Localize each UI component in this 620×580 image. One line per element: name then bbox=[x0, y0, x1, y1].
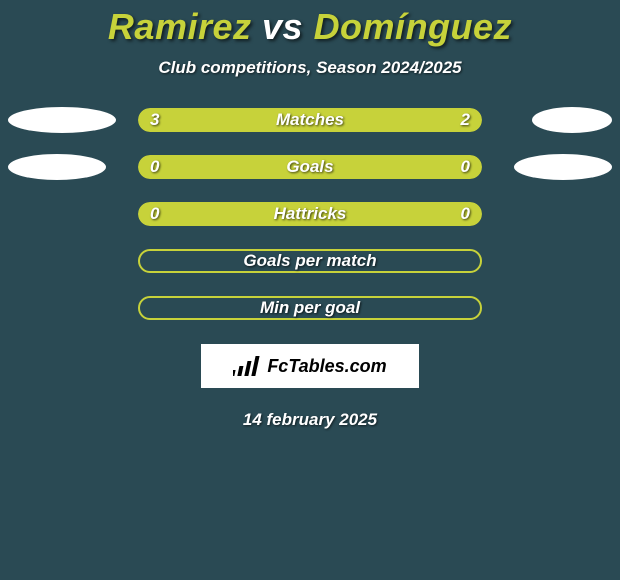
stat-row: Goals per match bbox=[0, 249, 620, 273]
subtitle: Club competitions, Season 2024/2025 bbox=[158, 58, 461, 78]
player1-name: Ramirez bbox=[108, 6, 252, 47]
stat-row: 0 0 Goals bbox=[0, 155, 620, 179]
stat-bar: Min per goal bbox=[138, 296, 482, 320]
vs-text: vs bbox=[262, 6, 303, 47]
stat-label: Goals per match bbox=[243, 251, 376, 271]
stat-bar: Goals per match bbox=[138, 249, 482, 273]
title: Ramirez vs Domínguez bbox=[108, 6, 512, 48]
stat-label: Min per goal bbox=[260, 298, 360, 318]
logo-text: FcTables.com bbox=[267, 356, 386, 377]
stat-label: Matches bbox=[276, 110, 344, 130]
stat-bar: 0 0 Goals bbox=[138, 155, 482, 179]
ellipse-right bbox=[514, 154, 612, 180]
stat-value-right: 0 bbox=[461, 157, 470, 177]
stat-row: 3 2 Matches bbox=[0, 108, 620, 132]
stat-value-left: 0 bbox=[150, 204, 159, 224]
stat-bar: 3 2 Matches bbox=[138, 108, 482, 132]
stat-value-left: 0 bbox=[150, 157, 159, 177]
date: 14 february 2025 bbox=[243, 410, 377, 430]
stat-row: Min per goal bbox=[0, 296, 620, 320]
comparison-card: Ramirez vs Domínguez Club competitions, … bbox=[0, 0, 620, 430]
stat-row: 0 0 Hattricks bbox=[0, 202, 620, 226]
stat-label: Goals bbox=[286, 157, 333, 177]
stat-area: 3 2 Matches 0 0 Goals 0 0 Hattricks Goals per mat… bbox=[0, 108, 620, 320]
stat-bar: 0 0 Hattricks bbox=[138, 202, 482, 226]
stat-label: Hattricks bbox=[274, 204, 347, 224]
ellipse-left bbox=[8, 107, 116, 133]
fill-left bbox=[138, 155, 310, 179]
ellipse-left bbox=[8, 154, 106, 180]
stat-value-left: 3 bbox=[150, 110, 159, 130]
ellipse-right bbox=[532, 107, 612, 133]
bar-chart-icon bbox=[233, 354, 263, 378]
stat-value-right: 0 bbox=[461, 204, 470, 224]
stat-value-right: 2 bbox=[461, 110, 470, 130]
logo-box: FcTables.com bbox=[201, 344, 419, 388]
fill-right bbox=[310, 155, 482, 179]
player2-name: Domínguez bbox=[314, 6, 513, 47]
